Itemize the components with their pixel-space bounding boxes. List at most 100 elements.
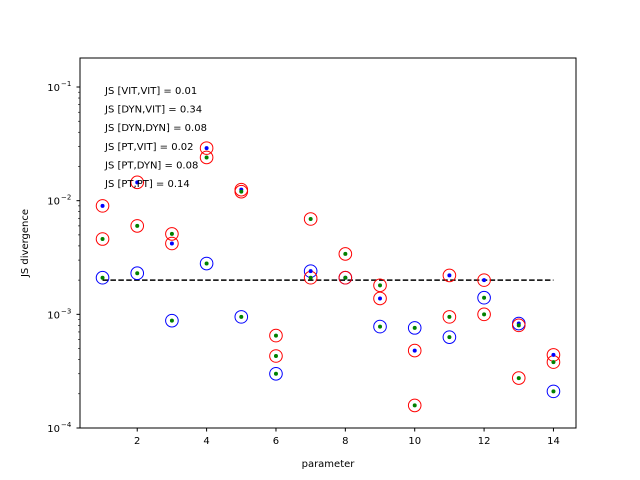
data-point — [199, 150, 214, 165]
y-tick-label: 10 — [47, 310, 60, 321]
y-tick-exponent: −3 — [61, 307, 71, 315]
data-point — [338, 270, 353, 285]
data-point — [204, 155, 209, 160]
data-point — [169, 241, 174, 246]
y-axis-label: JS divergence — [20, 209, 31, 278]
data-point — [308, 269, 313, 274]
x-tick-label: 6 — [273, 436, 279, 447]
y-tick-label: 10 — [47, 83, 60, 94]
data-point — [308, 275, 313, 280]
x-tick-label: 14 — [547, 436, 560, 447]
x-tick-label: 12 — [478, 436, 491, 447]
annotation-line: JS [VIT,VIT] = 0.01 — [104, 86, 197, 97]
data-point — [273, 371, 278, 376]
annotation-line: JS [DYN,VIT] = 0.34 — [104, 105, 202, 116]
series-3 — [100, 155, 556, 408]
data-point — [199, 256, 214, 271]
data-point — [130, 219, 145, 233]
data-point — [169, 231, 174, 236]
data-point — [239, 314, 244, 319]
data-point — [269, 328, 283, 343]
y-tick-label: 10 — [47, 197, 60, 208]
data-point — [135, 180, 140, 185]
data-point — [95, 232, 110, 246]
data-point — [95, 199, 110, 213]
data-point — [407, 343, 422, 358]
data-point — [407, 321, 422, 335]
data-point — [378, 296, 383, 301]
data-point — [130, 175, 145, 190]
axes-frame — [79, 57, 577, 429]
annotation-line: JS [DYN,DYN] = 0.08 — [104, 123, 207, 134]
data-point — [269, 349, 283, 363]
data-point — [343, 275, 348, 280]
data-point — [165, 227, 179, 241]
data-point — [165, 236, 179, 251]
data-point — [447, 335, 452, 340]
data-point — [130, 266, 145, 281]
y-tick-exponent: −2 — [61, 194, 71, 202]
data-point — [511, 318, 526, 333]
data-point — [204, 261, 209, 266]
data-point — [546, 384, 561, 399]
data-point — [482, 278, 487, 283]
data-point — [269, 366, 283, 381]
data-point — [551, 389, 556, 394]
data-point — [412, 348, 417, 353]
y-axis: 10−410−310−210−1 — [47, 80, 80, 435]
y-tick-exponent: −1 — [61, 80, 71, 88]
annotation-line: JS [PT,DYN] = 0.08 — [104, 160, 198, 171]
y-tick-exponent: −4 — [61, 421, 72, 429]
data-point — [239, 189, 244, 194]
data-point — [100, 203, 105, 208]
data-point — [516, 323, 521, 328]
data-point — [551, 352, 556, 357]
data-point — [338, 247, 353, 261]
data-point — [477, 307, 491, 322]
data-point — [511, 371, 526, 385]
x-axis-label: parameter — [302, 459, 356, 470]
data-point — [442, 268, 457, 283]
x-tick-label: 10 — [408, 436, 421, 447]
x-tick-label: 4 — [203, 436, 209, 447]
data-point — [273, 353, 278, 358]
data-point — [447, 314, 452, 319]
annotation-line: JS [PT,VIT] = 0.02 — [104, 142, 194, 153]
y-tick-label: 10 — [47, 424, 60, 435]
series-1 — [95, 141, 561, 413]
data-point — [378, 324, 383, 329]
data-point — [95, 270, 110, 285]
data-point — [169, 318, 174, 323]
data-point — [373, 278, 387, 293]
data-point — [100, 237, 105, 242]
annotation-line: JS [PT,PT] = 0.14 — [104, 179, 190, 190]
data-point — [234, 184, 249, 199]
data-point — [482, 312, 487, 317]
data-point — [477, 290, 491, 305]
data-point — [308, 216, 313, 221]
data-point — [165, 313, 179, 328]
data-point — [373, 319, 387, 334]
data-point — [482, 295, 487, 300]
data-point — [477, 273, 491, 287]
data-point — [135, 223, 140, 228]
data-point — [135, 271, 140, 276]
data-point — [204, 146, 209, 151]
data-point — [373, 291, 387, 306]
data-point — [442, 330, 457, 344]
data-point — [234, 310, 249, 324]
data-point — [303, 212, 318, 226]
data-point — [100, 275, 105, 280]
data-point — [407, 398, 422, 413]
annotation-block: JS [VIT,VIT] = 0.01 JS [DYN,VIT] = 0.34 JS… — [104, 86, 207, 190]
x-tick-label: 2 — [134, 436, 140, 447]
data-point — [412, 325, 417, 330]
data-point — [442, 310, 457, 324]
data-point — [551, 360, 556, 365]
data-point — [516, 376, 521, 381]
x-tick-label: 8 — [342, 436, 348, 447]
data-point — [199, 141, 214, 155]
x-axis: 2 4 6 8 10 12 14 — [134, 428, 560, 447]
